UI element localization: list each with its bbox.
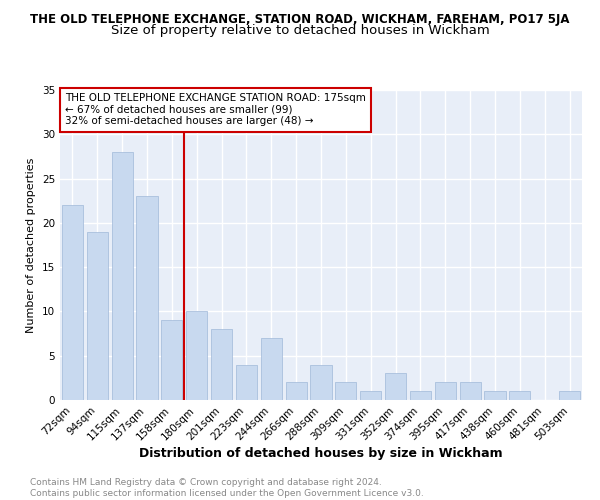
Bar xyxy=(310,364,332,400)
Bar xyxy=(186,312,207,400)
Text: Contains HM Land Registry data © Crown copyright and database right 2024.
Contai: Contains HM Land Registry data © Crown c… xyxy=(30,478,424,498)
Bar xyxy=(410,391,431,400)
Bar xyxy=(136,196,158,400)
Bar xyxy=(559,391,580,400)
Bar xyxy=(112,152,133,400)
Text: THE OLD TELEPHONE EXCHANGE, STATION ROAD, WICKHAM, FAREHAM, PO17 5JA: THE OLD TELEPHONE EXCHANGE, STATION ROAD… xyxy=(30,12,570,26)
Bar xyxy=(360,391,381,400)
X-axis label: Distribution of detached houses by size in Wickham: Distribution of detached houses by size … xyxy=(139,448,503,460)
Bar xyxy=(509,391,530,400)
Text: Size of property relative to detached houses in Wickham: Size of property relative to detached ho… xyxy=(110,24,490,37)
Bar xyxy=(335,382,356,400)
Text: THE OLD TELEPHONE EXCHANGE STATION ROAD: 175sqm
← 67% of detached houses are sma: THE OLD TELEPHONE EXCHANGE STATION ROAD:… xyxy=(65,93,366,126)
Y-axis label: Number of detached properties: Number of detached properties xyxy=(26,158,37,332)
Bar xyxy=(435,382,456,400)
Bar xyxy=(62,205,83,400)
Bar xyxy=(261,338,282,400)
Bar xyxy=(87,232,108,400)
Bar xyxy=(286,382,307,400)
Bar xyxy=(236,364,257,400)
Bar xyxy=(385,374,406,400)
Bar xyxy=(460,382,481,400)
Bar xyxy=(161,320,182,400)
Bar xyxy=(211,329,232,400)
Bar xyxy=(484,391,506,400)
